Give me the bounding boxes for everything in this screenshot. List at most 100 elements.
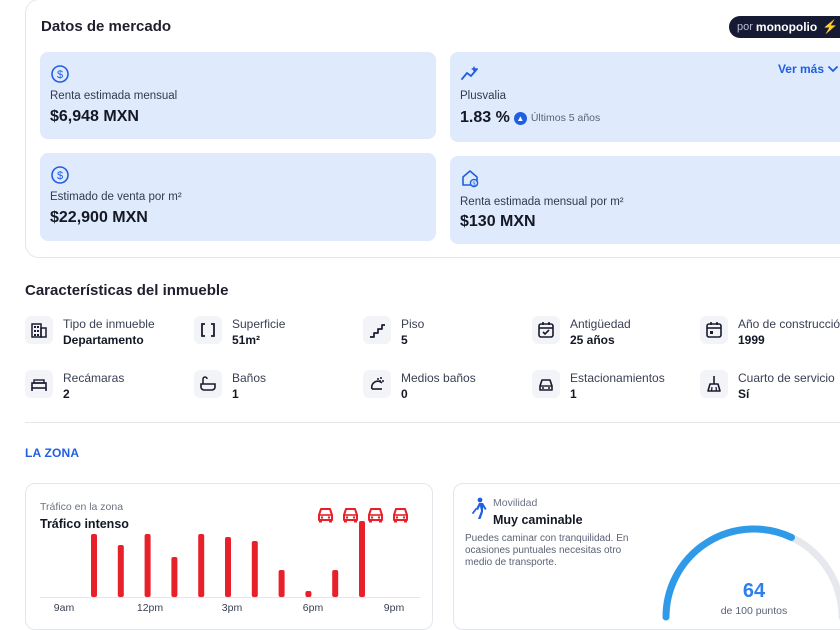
feature-age: Antigüedad 25 años (532, 316, 631, 348)
brand-name: monopolio (755, 20, 818, 34)
dollar-circle-icon: $ (51, 166, 69, 184)
feature-half-baths: Medios baños 0 (363, 370, 476, 402)
traffic-car-icon (343, 508, 358, 523)
feature-value: 25 años (570, 333, 615, 347)
svg-text:$: $ (57, 69, 63, 81)
mobility-card: Movilidad Muy caminable Puedes caminar c… (453, 483, 840, 630)
sale-per-m2-label: Estimado de venta por m² (50, 191, 182, 203)
stairs-icon (363, 316, 391, 344)
rent-per-m2-label: Renta estimada mensual por m² (460, 196, 624, 208)
feature-value: 1 (232, 387, 239, 401)
feature-value: 2 (63, 387, 70, 401)
traffic-level-cars (316, 506, 410, 523)
feature-label: Baños (232, 371, 267, 385)
traffic-level: Tráfico intenso (40, 517, 129, 531)
bolt-icon: ⚡ (822, 19, 839, 34)
feature-label: Tipo de inmueble (63, 317, 155, 331)
see-more-link[interactable]: Ver más (778, 62, 838, 76)
feature-value: Sí (738, 387, 750, 401)
traffic-bar (91, 534, 97, 597)
appreciation-label: Plusvalia (460, 90, 507, 102)
traffic-bar (198, 534, 205, 597)
rent-per-m2-value: $130 MXN (460, 213, 536, 230)
mobility-description: Puedes caminar con tranquilidad. En ocas… (465, 533, 629, 568)
traffic-bar (332, 570, 339, 597)
car-icon (532, 370, 560, 398)
feature-label: Cuarto de servicio (738, 371, 835, 385)
sale-per-m2-value: $22,900 MXN (50, 209, 148, 226)
appreciation-period: Últimos 5 años (530, 112, 601, 124)
feature-value: 1999 (738, 333, 765, 347)
appreciation-tile: Ver más Plusvalia 1.83 % ▲ Últimos 5 año… (450, 52, 840, 142)
rent-per-m2-tile: $ Renta estimada mensual por m² $130 MXN (450, 156, 840, 244)
feature-label: Antigüedad (570, 317, 631, 331)
feature-label: Año de construcción (738, 317, 840, 331)
bed-icon (25, 370, 53, 398)
feature-surface: Superficie 51m² (194, 316, 285, 348)
traffic-x-tick: 9pm (384, 602, 405, 614)
traffic-bar (359, 521, 365, 597)
dollar-circle-icon: $ (51, 65, 69, 83)
shower-icon (363, 370, 391, 398)
mobility-level: Muy caminable (493, 513, 583, 527)
zone-title: LA ZONA (25, 446, 80, 460)
trend-sparkle-icon (461, 66, 478, 80)
feature-bedrooms: Recámaras 2 (25, 370, 124, 402)
feature-construction-year: Año de construcción 1999 (700, 316, 840, 348)
feature-value: 51m² (232, 333, 261, 347)
traffic-x-tick: 12pm (137, 602, 164, 614)
calendar-check-icon (532, 316, 560, 344)
traffic-car-icon (318, 508, 333, 523)
traffic-car-icon (393, 508, 408, 523)
walking-person-icon (472, 497, 487, 519)
feature-bathrooms: Baños 1 (194, 370, 266, 402)
monopolio-badge[interactable]: por monopolio ⚡ (729, 16, 840, 38)
traffic-bar (305, 591, 312, 597)
chevron-down-icon (828, 66, 838, 73)
traffic-label: Tráfico en la zona (40, 501, 124, 513)
area-brackets-icon (194, 316, 222, 344)
traffic-bar (144, 534, 151, 597)
traffic-x-tick: 6pm (303, 602, 324, 614)
traffic-bar (278, 570, 285, 597)
market-data-card: Datos de mercado por monopolio ⚡ $ Renta… (25, 0, 840, 258)
feature-value: Departamento (63, 333, 144, 347)
mobility-score: 64 (742, 580, 766, 602)
rent-monthly-label: Renta estimada mensual (50, 90, 178, 102)
market-title: Datos de mercado (41, 18, 172, 35)
arrow-up-icon: ▲ (513, 111, 527, 125)
feature-value: 1 (570, 387, 577, 401)
house-dollar-icon: $ (462, 170, 479, 187)
sale-per-m2-tile: $ Estimado de venta por m² $22,900 MXN (40, 153, 436, 241)
calendar-icon (700, 316, 728, 344)
rent-monthly-value: $6,948 MXN (50, 108, 139, 125)
traffic-chart: 9am 12pm 3pm 6pm 9pm (40, 521, 420, 614)
traffic-bar (251, 541, 258, 597)
feature-label: Medios baños (401, 371, 476, 385)
svg-text:$: $ (472, 181, 475, 187)
traffic-bar (171, 557, 178, 597)
feature-label: Superficie (232, 317, 286, 331)
brand-prefix: por (737, 21, 753, 33)
appreciation-value: 1.83 % (460, 109, 510, 126)
gauge-track (662, 525, 840, 621)
see-more-label: Ver más (777, 62, 824, 76)
traffic-bar (225, 537, 231, 597)
feature-parking: Estacionamientos 1 (532, 370, 665, 402)
bathtub-icon (194, 370, 222, 398)
feature-value: 5 (401, 333, 408, 347)
rent-monthly-tile: $ Renta estimada mensual $6,948 MXN (40, 52, 436, 139)
mobility-label: Movilidad (493, 497, 538, 509)
traffic-card: Tráfico en la zona Tráfico intenso 9am 12… (25, 483, 433, 630)
traffic-x-tick: 9am (54, 602, 75, 614)
traffic-x-tick: 3pm (222, 602, 243, 614)
traffic-car-icon (368, 508, 383, 523)
broom-icon (700, 370, 728, 398)
section-divider (25, 422, 840, 423)
gauge-fill (662, 525, 795, 621)
mobility-score-caption: de 100 puntos (720, 605, 788, 617)
feature-floor: Piso 5 (363, 316, 424, 348)
feature-value: 0 (401, 387, 408, 401)
building-icon (25, 316, 53, 344)
traffic-bar (117, 545, 124, 597)
